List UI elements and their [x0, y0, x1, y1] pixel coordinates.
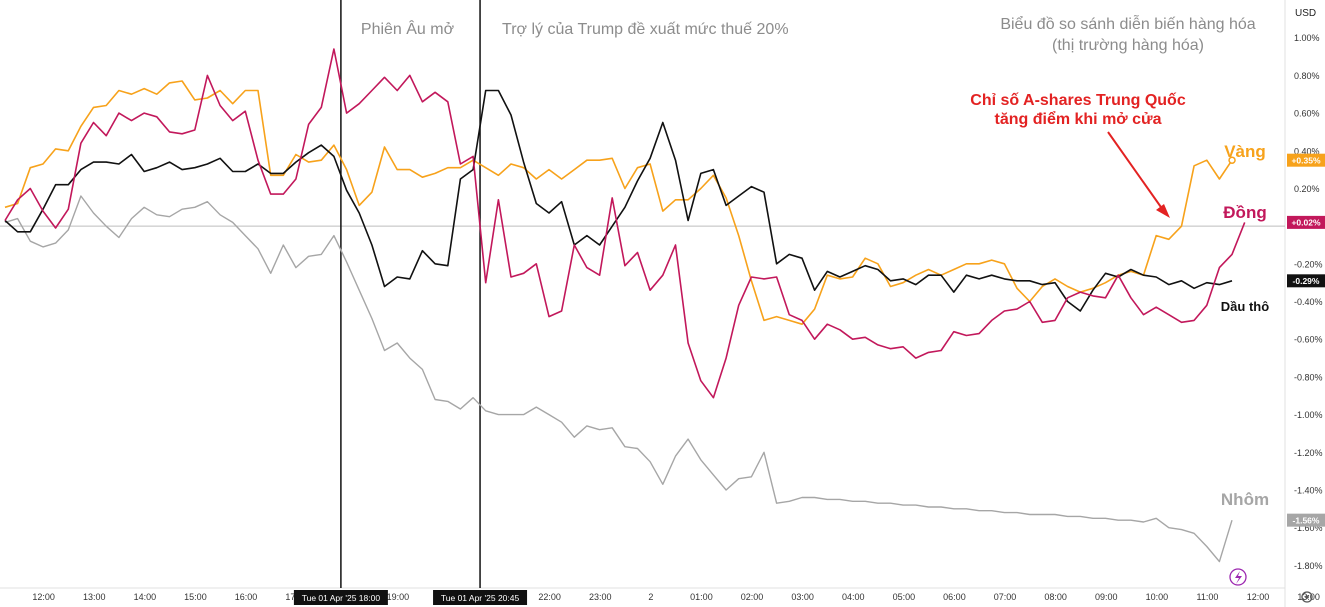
price-tag-bg-3: [1287, 513, 1325, 527]
price-tag-bg-0: [1287, 153, 1325, 167]
lightning-icon[interactable]: [1229, 568, 1247, 586]
x-tick-label: 04:00: [842, 592, 865, 602]
event-time-tag: Tue 01 Apr '25 20:45: [441, 593, 520, 603]
x-tick-label: 08:00: [1044, 592, 1067, 602]
series-line-3: [4, 195, 1233, 563]
series-label-dau-tho: Dầu thô: [1221, 299, 1269, 314]
china-note-line1: Chỉ số A-shares Trung Quốc: [970, 92, 1186, 109]
event-time-tag: Tue 01 Apr '25 18:00: [302, 593, 381, 603]
y-tick-label: -1.60%: [1294, 523, 1323, 533]
y-tick-label: 0.20%: [1294, 184, 1320, 194]
price-tag-bg-2: [1287, 274, 1325, 288]
china-note-arrow-line: [1107, 131, 1164, 211]
x-tick-label: 2: [648, 592, 653, 602]
y-tick-label: 0.40%: [1294, 146, 1320, 156]
price-tag-bg-1: [1287, 215, 1325, 229]
event-marker-label: Trợ lý của Trump đề xuất mức thuế 20%: [502, 21, 789, 38]
x-tick-label: 14:00: [134, 592, 157, 602]
series-end-dot: [1228, 156, 1236, 164]
y-tick-label: -1.00%: [1294, 410, 1323, 420]
x-tick-label: 03:00: [791, 592, 814, 602]
x-tick-label: 19:00: [387, 592, 410, 602]
x-tick-label: 13:00: [83, 592, 106, 602]
y-axis-ticks: 1.00% 0.80% 0.60% 0.40% 0.20% -0.20% -0.40% -0.…: [1294, 33, 1323, 571]
series-line-1: [4, 48, 1246, 399]
y-tick-label: -1.20%: [1294, 448, 1323, 458]
x-tick-label: 11:00: [1197, 592, 1219, 602]
series-lines: [4, 48, 1246, 563]
event-marker-label: Phiên Âu mở: [361, 19, 455, 38]
x-tick-label: 07:00: [994, 592, 1017, 602]
price-tag-0: +0.35%: [1291, 155, 1321, 165]
y-tick-label: 0.80%: [1294, 71, 1320, 81]
x-tick-label: 12:00: [1247, 592, 1270, 602]
price-tag-2: -0.29%: [1293, 276, 1320, 286]
x-tick-label: 09:00: [1095, 592, 1118, 602]
x-tick-label: 01:00: [690, 592, 713, 602]
china-note-arrow-head: [1156, 204, 1170, 218]
y-tick-label: -0.60%: [1294, 335, 1323, 345]
y-tick-label: -0.80%: [1294, 372, 1323, 382]
x-tick-label: 10:00: [1146, 592, 1169, 602]
x-tick-label: 05:00: [893, 592, 916, 602]
x-tick-label: 12:00: [32, 592, 55, 602]
series-label-vang: Vàng: [1224, 142, 1266, 161]
settings-gear-icon[interactable]: [1301, 591, 1313, 603]
series-label-dong: Đồng: [1223, 203, 1266, 222]
price-tag-3: -1.56%: [1293, 515, 1320, 525]
x-tick-label: 02:00: [741, 592, 764, 602]
y-tick-label: 1.00%: [1294, 33, 1320, 43]
china-note-line2: tăng điểm khi mở cửa: [995, 110, 1162, 128]
x-tick-label: 23:00: [589, 592, 612, 602]
x-tick-label: 16:00: [235, 592, 258, 602]
y-tick-label: -0.40%: [1294, 297, 1323, 307]
series-label-nhom: Nhôm: [1221, 490, 1269, 509]
chart-subtitle: (thị trường hàng hóa): [1052, 37, 1204, 54]
y-tick-label: -1.80%: [1294, 561, 1323, 571]
x-tick-label: 15:00: [184, 592, 207, 602]
series-line-0: [4, 80, 1233, 326]
currency-label[interactable]: USD: [1295, 8, 1316, 19]
event-markers: Phiên Âu mở Tue 01 Apr '25 18:00 Trợ lý củ…: [293, 0, 789, 605]
price-tag-1: +0.02%: [1291, 218, 1321, 228]
series-line-2: [4, 89, 1233, 312]
last-value-tags: +0.35% +0.02% -0.29% -1.56%: [1287, 153, 1325, 527]
y-tick-label: -1.40%: [1294, 486, 1323, 496]
event-time-tag-bg: [293, 590, 388, 605]
y-tick-label: -0.20%: [1294, 259, 1323, 269]
event-time-tag-bg: [433, 590, 528, 605]
chart-title: Biểu đồ so sánh diễn biến hàng hóa: [1000, 14, 1255, 33]
x-tick-label: 06:00: [943, 592, 966, 602]
y-tick-label: 0.60%: [1294, 109, 1320, 119]
x-tick-label: 22:00: [538, 592, 561, 602]
